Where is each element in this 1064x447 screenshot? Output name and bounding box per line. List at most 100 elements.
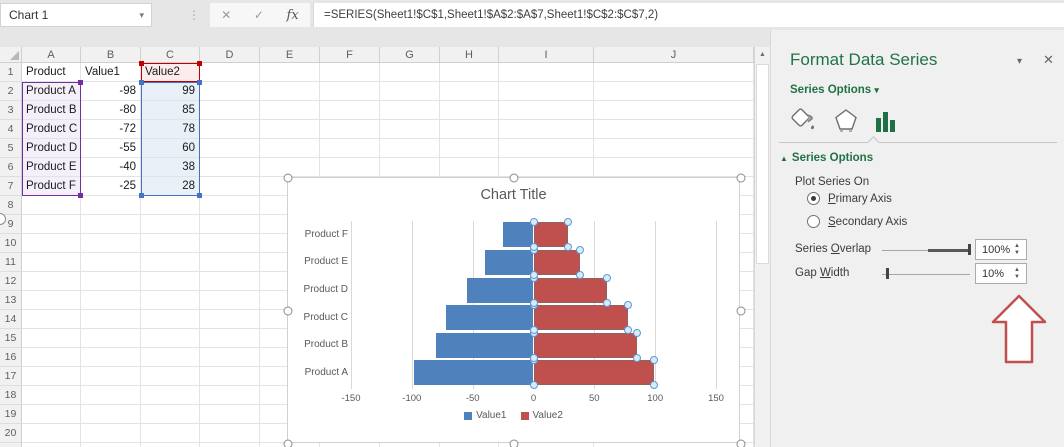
cell[interactable] <box>141 424 200 443</box>
cell[interactable] <box>81 272 141 291</box>
row-header-1[interactable]: 1 <box>0 63 22 82</box>
chart-bar-value1[interactable] <box>503 222 534 248</box>
column-header-c[interactable]: C <box>141 47 200 63</box>
chart-frame-handle[interactable] <box>509 439 519 447</box>
cell[interactable] <box>200 139 260 158</box>
series-point-handle[interactable] <box>624 326 633 335</box>
chart-frame-handle[interactable] <box>283 439 293 447</box>
row-header-17[interactable]: 17 <box>0 367 22 386</box>
secondary-axis-radio[interactable]: Secondary Axis <box>807 215 907 228</box>
row-header-20[interactable]: 20 <box>0 424 22 443</box>
cell[interactable]: 38 <box>141 158 200 177</box>
series-point-handle[interactable] <box>575 245 584 254</box>
cell[interactable] <box>81 234 141 253</box>
cell[interactable] <box>200 63 260 82</box>
series-point-handle[interactable] <box>649 381 658 390</box>
cell[interactable] <box>380 82 440 101</box>
cell[interactable] <box>200 405 260 424</box>
cell[interactable] <box>22 291 81 310</box>
cell[interactable] <box>141 329 200 348</box>
row-header-7[interactable]: 7 <box>0 177 22 196</box>
cell[interactable] <box>200 424 260 443</box>
cell[interactable] <box>380 101 440 120</box>
enter-icon[interactable]: ✓ <box>253 8 264 22</box>
series-point-handle[interactable] <box>563 218 572 227</box>
column-header-b[interactable]: B <box>81 47 141 63</box>
cell[interactable] <box>81 424 141 443</box>
chart-object[interactable]: Chart Title -150 -100 -50 0 50 100 150 Product A… <box>283 173 746 447</box>
cell[interactable] <box>200 215 260 234</box>
cell[interactable] <box>81 215 141 234</box>
cell[interactable]: 99 <box>141 82 200 101</box>
series-point-handle[interactable] <box>529 270 538 279</box>
cell[interactable] <box>594 158 754 177</box>
name-box[interactable]: Chart 1 ▾ <box>0 3 152 27</box>
cell[interactable] <box>200 120 260 139</box>
cell[interactable] <box>200 82 260 101</box>
column-header-f[interactable]: F <box>320 47 380 63</box>
chart-frame-handle[interactable] <box>736 306 746 316</box>
cell[interactable] <box>22 443 81 447</box>
cell[interactable] <box>440 443 499 447</box>
cell[interactable] <box>81 443 141 447</box>
cell[interactable] <box>22 386 81 405</box>
cell[interactable] <box>200 291 260 310</box>
cell[interactable] <box>440 101 499 120</box>
cell[interactable] <box>320 82 380 101</box>
cell[interactable] <box>380 443 440 447</box>
cell[interactable] <box>200 348 260 367</box>
scroll-up-icon[interactable]: ▲ <box>755 47 770 63</box>
chart-title[interactable]: Chart Title <box>480 187 547 203</box>
legend-item[interactable]: Value2 <box>520 410 563 421</box>
fill-line-icon[interactable] <box>789 107 817 138</box>
cell[interactable]: 85 <box>141 101 200 120</box>
cell[interactable] <box>320 120 380 139</box>
cell[interactable] <box>200 158 260 177</box>
cell[interactable] <box>141 253 200 272</box>
primary-axis-radio[interactable]: Primary Axis <box>807 192 892 205</box>
chart-frame-handle[interactable] <box>736 439 746 447</box>
cell[interactable] <box>22 310 81 329</box>
cell[interactable] <box>320 139 380 158</box>
row-header-18[interactable]: 18 <box>0 386 22 405</box>
chart-bar-value2[interactable] <box>533 222 568 248</box>
column-header-d[interactable]: D <box>200 47 260 63</box>
cell[interactable] <box>200 386 260 405</box>
cell[interactable]: -55 <box>81 139 141 158</box>
cell[interactable]: 60 <box>141 139 200 158</box>
cell[interactable] <box>141 196 200 215</box>
cell[interactable] <box>260 443 320 447</box>
series-point-handle[interactable] <box>529 381 538 390</box>
chart-frame-handle[interactable] <box>509 173 519 183</box>
chart-frame-handle[interactable] <box>283 173 293 183</box>
chart-bar-value1[interactable] <box>436 332 534 358</box>
cell[interactable] <box>200 272 260 291</box>
series-point-handle[interactable] <box>632 328 641 337</box>
cell[interactable] <box>440 63 499 82</box>
cell[interactable]: Value1 <box>81 63 141 82</box>
series-options-section-header[interactable]: ▲ Series Options <box>780 152 874 164</box>
cell[interactable] <box>499 63 594 82</box>
series-point-handle[interactable] <box>529 243 538 252</box>
row-header-14[interactable]: 14 <box>0 310 22 329</box>
row-header-8[interactable]: 8 <box>0 196 22 215</box>
chart-bar-value2[interactable] <box>533 249 580 275</box>
cell[interactable] <box>320 101 380 120</box>
cell[interactable]: Product C <box>22 120 81 139</box>
cell[interactable] <box>260 120 320 139</box>
name-box-dropdown-icon[interactable]: ▾ <box>139 10 144 20</box>
chart-bar-value1[interactable] <box>414 360 534 386</box>
cell[interactable] <box>260 139 320 158</box>
series-point-handle[interactable] <box>529 218 538 227</box>
series-point-handle[interactable] <box>563 243 572 252</box>
cell[interactable] <box>81 253 141 272</box>
cell[interactable] <box>141 310 200 329</box>
chart-legend[interactable]: Value1 Value2 <box>288 410 739 421</box>
gap-width-slider[interactable] <box>882 274 970 275</box>
cell[interactable] <box>499 158 594 177</box>
cell[interactable] <box>141 215 200 234</box>
row-header-3[interactable]: 3 <box>0 101 22 120</box>
chart-bar-value2[interactable] <box>533 305 629 331</box>
cell[interactable]: 78 <box>141 120 200 139</box>
chart-bar-value2[interactable] <box>533 277 607 303</box>
